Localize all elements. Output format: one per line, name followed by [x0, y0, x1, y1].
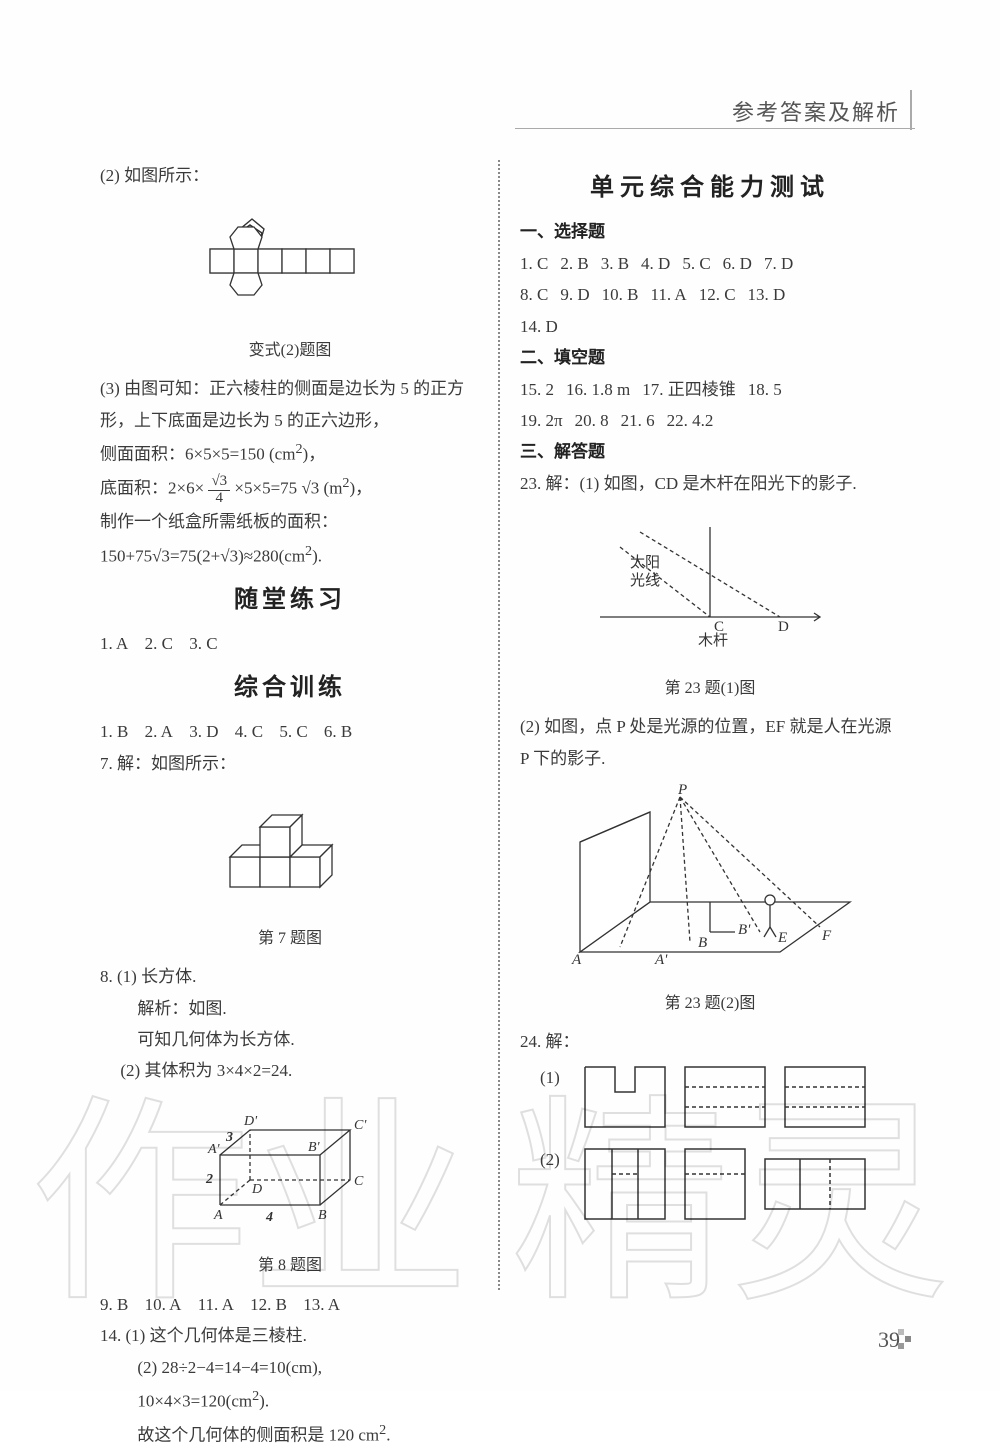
q7: 7. 解：如图所示：: [100, 748, 480, 779]
q23-1: 23. 解：(1) 如图，CD 是木杆在阳光下的影子.: [520, 468, 900, 499]
svg-text:2: 2: [205, 1172, 213, 1187]
q24-view2b: [680, 1144, 750, 1224]
svg-text:C: C: [354, 1174, 364, 1189]
page-number: 39: [878, 1327, 900, 1353]
svg-text:D': D': [243, 1114, 258, 1129]
q23-2: (2) 如图，点 P 处是光源的位置，EF 就是人在光源 P 下的影子.: [520, 711, 900, 774]
header-tick: [910, 90, 912, 130]
q24-1-row: (1): [540, 1062, 900, 1132]
q24-2-label: (2): [540, 1144, 570, 1175]
q8-ana: 解析：如图.: [100, 993, 480, 1024]
choice-row3: 14. D: [520, 311, 900, 342]
row-9-13: 9. B 10. A 11. A 12. B 13. A: [100, 1289, 480, 1320]
columns: (2) 如图所示：: [100, 160, 900, 1451]
fig-hex-net: [100, 199, 480, 329]
q14-1: 14. (1) 这个几何体是三棱柱.: [100, 1320, 480, 1351]
p3e: 150+75√3=75(2+√3)≈280(cm2).: [100, 538, 480, 572]
page-deco-icon: [898, 1329, 912, 1353]
section-choice: 一、选择题: [520, 216, 900, 247]
svg-text:B': B': [738, 922, 751, 938]
fig-cuboid: A B C D A' B' C' D' 4 2 3: [100, 1095, 480, 1245]
choice-row2: 8. C9. D10. B11. A12. C13. D: [520, 279, 900, 310]
svg-text:3: 3: [225, 1130, 233, 1145]
p3b: 侧面面积：6×5×5=150 (cm2)，: [100, 436, 480, 470]
p3c: 底面积：2×6× √34 ×5×5=75 √3 (m2)，: [100, 470, 480, 506]
page: 参考答案及解析 (2) 如图所示：: [0, 0, 1000, 1391]
svg-text:D: D: [778, 619, 789, 635]
svg-text:C': C': [354, 1118, 367, 1133]
q14-2: (2) 28÷2−4=14−4=10(cm),: [100, 1352, 480, 1383]
left-column: (2) 如图所示：: [100, 160, 500, 1451]
svg-text:太阳: 太阳: [630, 554, 660, 571]
svg-text:B: B: [318, 1208, 327, 1223]
fig-cubes: [100, 787, 480, 917]
svg-text:B: B: [698, 935, 707, 951]
suitang-answers: 1. A 2. C 3. C: [100, 628, 480, 659]
q24-view1c: [780, 1062, 870, 1132]
fig23-2-caption: 第 23 题(2)图: [520, 989, 900, 1019]
svg-text:B': B': [308, 1140, 321, 1155]
q24: 24. 解：: [520, 1026, 900, 1057]
q14-4: 故这个几何体的侧面积是 120 cm2.: [100, 1417, 480, 1451]
fig-23-1: 太阳 光线 C D 木杆: [520, 507, 900, 667]
svg-text:A': A': [654, 952, 668, 968]
section-fill: 二、填空题: [520, 342, 900, 373]
svg-text:A': A': [207, 1142, 221, 1157]
svg-text:E: E: [777, 930, 787, 946]
q8-2: (2) 其体积为 3×4×2=24.: [100, 1055, 480, 1086]
fig8-caption: 第 8 题图: [100, 1251, 480, 1281]
q8-1: 8. (1) 长方体.: [100, 961, 480, 992]
fig23-1-caption: 第 23 题(1)图: [520, 674, 900, 704]
fill-row2: 19. 2π20. 821. 622. 4.2: [520, 405, 900, 436]
fig-23-2: P A A' B B' E F: [520, 782, 900, 982]
q24-view2a: [580, 1144, 670, 1224]
fill-row1: 15. 216. 1.8 m17. 正四棱锥18. 5: [520, 374, 900, 405]
q24-2-row: (2): [540, 1144, 900, 1224]
choice-row1: 1. C2. B3. B4. D5. C6. D7. D: [520, 248, 900, 279]
svg-text:木杆: 木杆: [698, 632, 728, 649]
svg-text:A: A: [213, 1208, 223, 1223]
heading-zonghe: 综合训练: [100, 666, 480, 710]
unit-test-title: 单元综合能力测试: [520, 166, 900, 210]
header-underline: [515, 128, 915, 129]
q24-view1b: [680, 1062, 770, 1132]
p3a: (3) 由图可知：正六棱柱的侧面是边长为 5 的正方形，上下底面是边长为 5 的…: [100, 373, 480, 436]
svg-text:光线: 光线: [630, 572, 660, 589]
q24-1-label: (1): [540, 1062, 570, 1093]
q24-view1a: [580, 1062, 670, 1132]
section-solve: 三、解答题: [520, 436, 900, 467]
q14-3: 10×4×3=120(cm2).: [100, 1383, 480, 1417]
svg-text:A: A: [571, 952, 582, 968]
fig1-caption: 变式(2)题图: [100, 336, 480, 366]
svg-text:4: 4: [265, 1210, 273, 1225]
svg-text:D: D: [251, 1182, 262, 1197]
fig7-caption: 第 7 题图: [100, 924, 480, 954]
p2-label: (2) 如图所示：: [100, 160, 480, 191]
svg-text:P: P: [677, 782, 687, 798]
heading-suitang: 随堂练习: [100, 578, 480, 622]
right-column: 单元综合能力测试 一、选择题 1. C2. B3. B4. D5. C6. D7…: [500, 160, 900, 1451]
svg-text:F: F: [821, 928, 832, 944]
page-header: 参考答案及解析: [732, 95, 900, 127]
q24-view2c: [760, 1144, 870, 1224]
zonghe-row1: 1. B 2. A 3. D 4. C 5. C 6. B: [100, 716, 480, 747]
q8-know: 可知几何体为长方体.: [100, 1024, 480, 1055]
p3d: 制作一个纸盒所需纸板的面积：: [100, 506, 480, 537]
